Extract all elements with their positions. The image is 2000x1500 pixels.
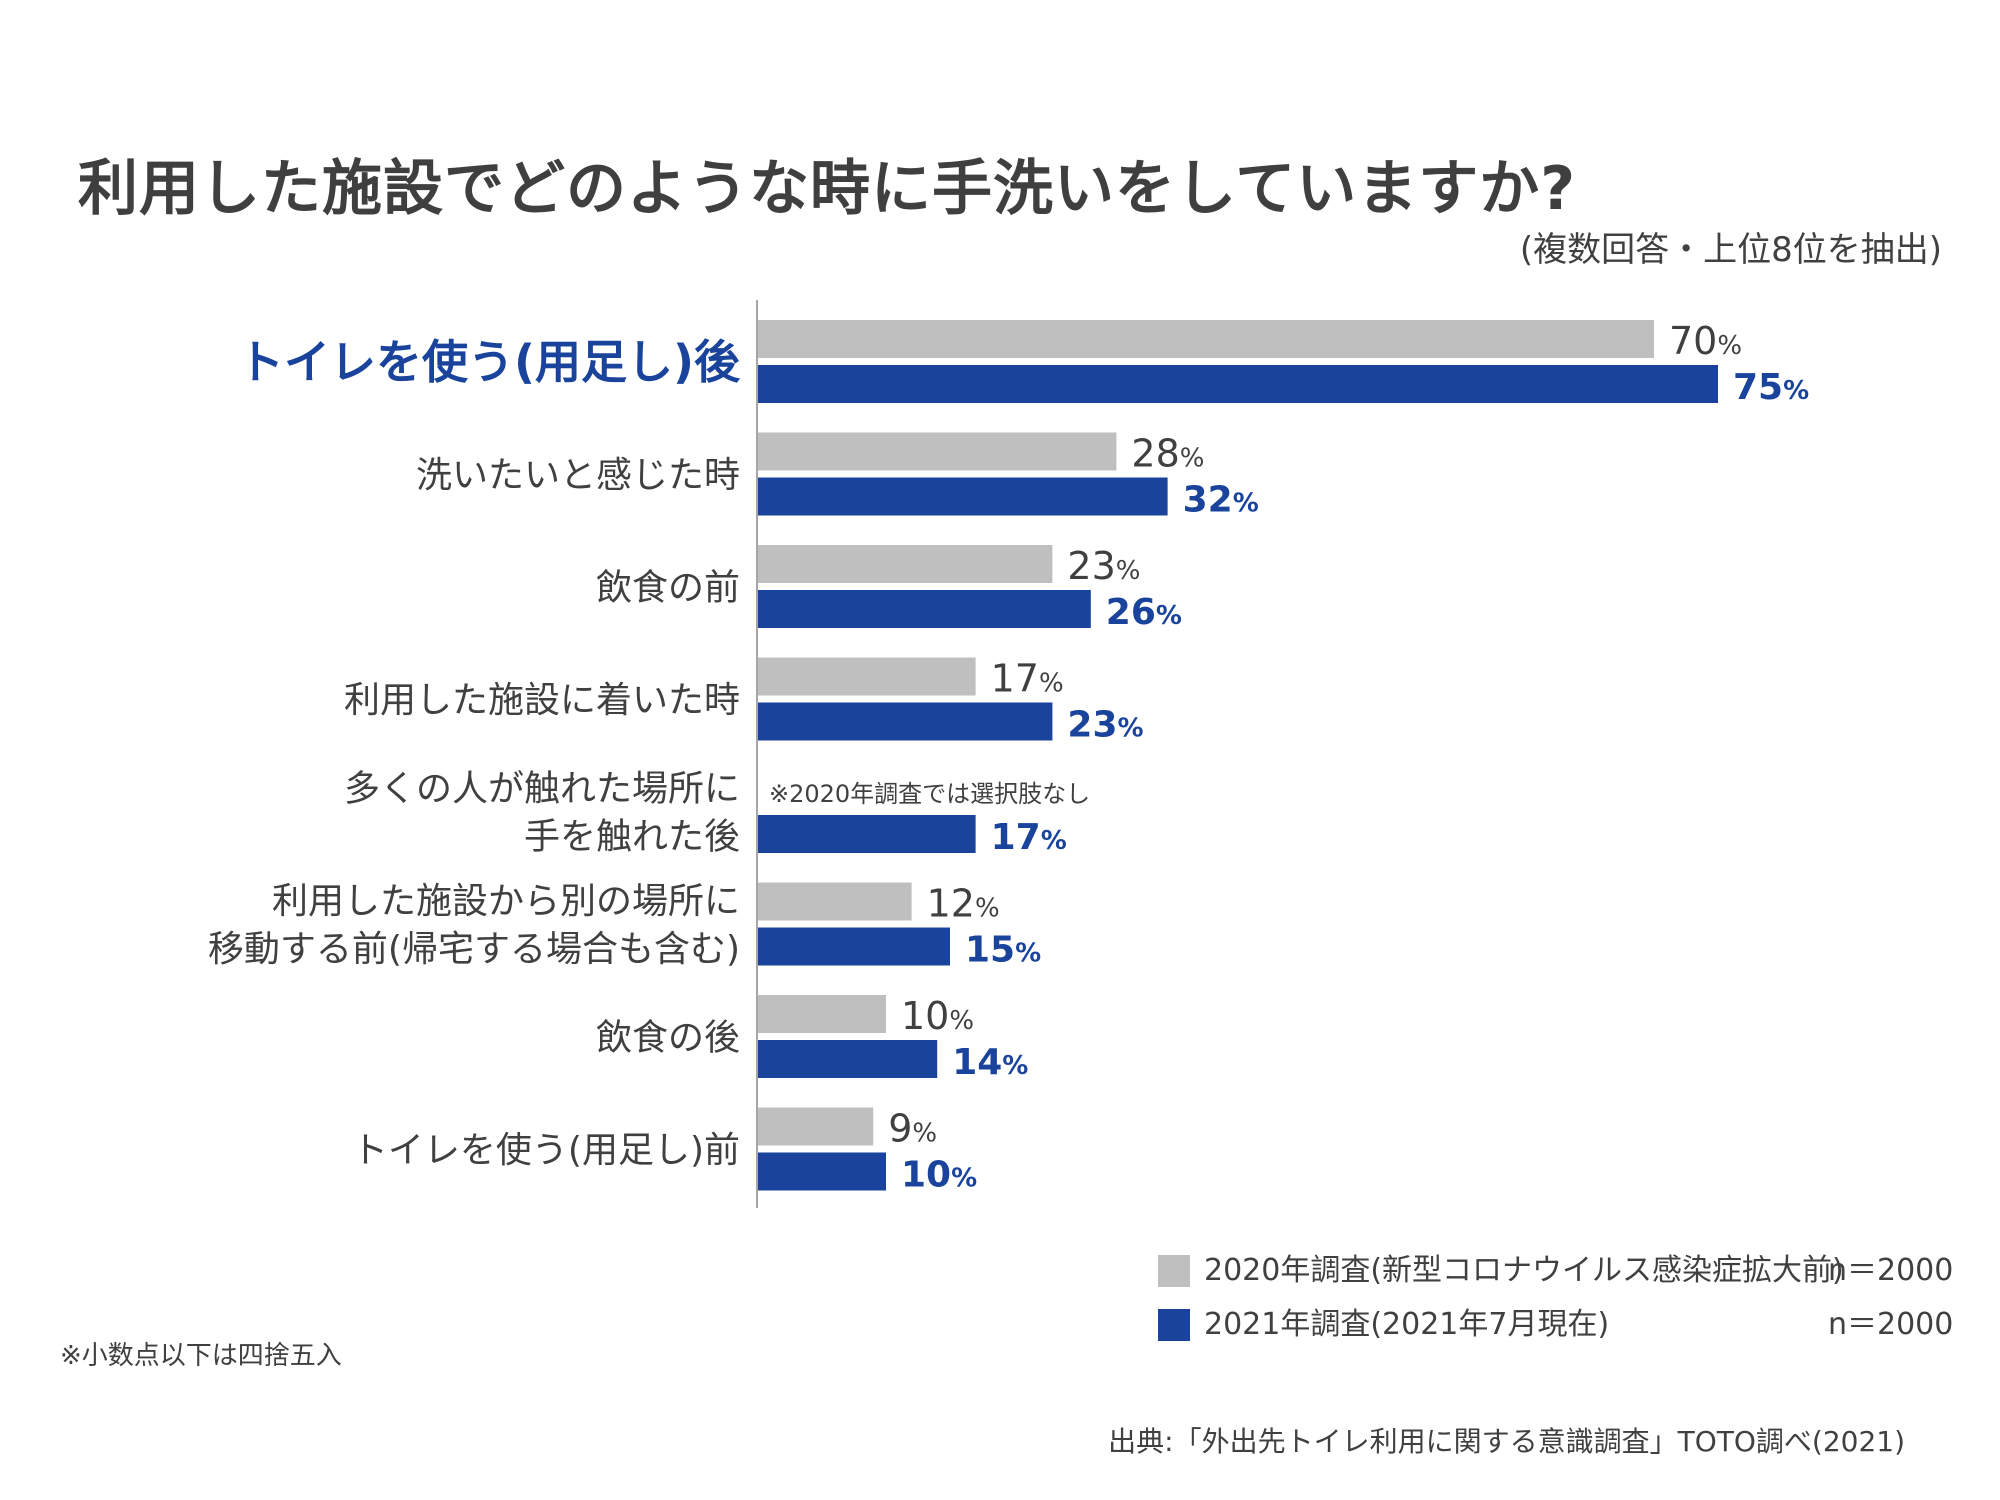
bar-2021 — [758, 815, 976, 853]
data-label-unit: % — [1039, 669, 1064, 699]
data-label-value: 23 — [1067, 705, 1117, 746]
category-label-line: 利用した施設に着いた時 — [344, 680, 740, 721]
category-label-line: 移動する前(帰宅する場合も含む) — [208, 929, 740, 970]
category-label-line: 洗いたいと感じた時 — [416, 455, 740, 496]
data-label-unit: % — [1783, 376, 1809, 406]
legend-swatch-2020 — [1158, 1255, 1190, 1287]
data-label-2020: 28% — [1131, 432, 1204, 476]
category-label-line: 飲食の前 — [596, 567, 740, 608]
data-label-unit: % — [1118, 714, 1144, 744]
data-label-2021: 26% — [1106, 592, 1182, 633]
data-label-unit: % — [1002, 1051, 1028, 1081]
category-label: 利用した施設から別の場所に移動する前(帰宅する場合も含む) — [208, 881, 740, 970]
bar-2020 — [758, 882, 912, 921]
data-label-unit: % — [1041, 826, 1067, 856]
bar-2020 — [758, 432, 1117, 471]
data-label-unit: % — [949, 1006, 974, 1036]
bar-2021 — [758, 590, 1091, 628]
data-label-value: 10 — [901, 994, 949, 1038]
category-label-line: 手を触れた後 — [524, 816, 740, 857]
data-label-2020: 70% — [1669, 319, 1742, 363]
legend-label-2021: 2021年調査(2021年7月現在) — [1204, 1307, 1610, 1342]
data-label-2020: 17% — [991, 657, 1064, 701]
category-label: 多くの人が触れた場所に手を触れた後 — [344, 768, 740, 857]
bar-2020 — [758, 657, 976, 696]
legend-label-2020: 2020年調査(新型コロナウイルス感染症拡大前) — [1204, 1253, 1844, 1288]
category-label-line: 飲食の後 — [596, 1017, 740, 1058]
bar-2020 — [758, 545, 1053, 583]
legend-n-2021: n＝2000 — [1828, 1307, 1954, 1342]
source-credit: 出典:「外出先トイレ利用に関する意識調査」TOTO調べ(2021) — [1108, 1425, 1905, 1458]
data-label-2020: 9% — [888, 1107, 937, 1151]
data-label-unit: % — [1233, 489, 1259, 519]
category-label: 飲食の前 — [596, 567, 740, 608]
category-label: 利用した施設に着いた時 — [344, 680, 740, 721]
rounding-footnote: ※小数点以下は四捨五入 — [60, 1341, 342, 1371]
data-label-unit: % — [1015, 939, 1041, 969]
data-label-2020: 12% — [927, 882, 1000, 926]
data-label-2021: 75% — [1733, 367, 1809, 408]
data-label-2021: 23% — [1067, 705, 1143, 746]
category-label: 洗いたいと感じた時 — [416, 455, 740, 496]
legend-n-2020: n＝2000 — [1828, 1253, 1954, 1288]
data-label-unit: % — [1180, 444, 1205, 474]
data-label-unit: % — [912, 1119, 937, 1149]
data-label-2020: 10% — [901, 994, 974, 1038]
data-label-value: 28 — [1131, 432, 1179, 476]
data-label-2021: 14% — [952, 1042, 1028, 1083]
data-label-2020: 23% — [1067, 544, 1140, 588]
category-label-line: トイレを使う(用足し)後 — [238, 335, 741, 389]
data-label-unit: % — [1717, 331, 1742, 361]
category-label-line: トイレを使う(用足し)前 — [352, 1130, 740, 1171]
data-label-unit: % — [1156, 601, 1182, 631]
bar-2021 — [758, 1040, 938, 1078]
bar-2021 — [758, 365, 1718, 403]
data-label-value: 14 — [952, 1042, 1002, 1083]
data-label-value: 75 — [1733, 367, 1783, 408]
bar-2021 — [758, 1152, 886, 1191]
data-label-value: 17 — [991, 817, 1041, 858]
data-label-2021: 32% — [1183, 480, 1259, 521]
data-label-value: 32 — [1183, 480, 1233, 521]
data-label-value: 12 — [927, 882, 975, 926]
bar-2020 — [758, 1107, 874, 1146]
data-label-unit: % — [1116, 556, 1141, 586]
data-label-unit: % — [975, 894, 1000, 924]
data-label-2021: 10% — [901, 1155, 977, 1196]
category-label: トイレを使う(用足し)前 — [352, 1130, 740, 1171]
bar-2021 — [758, 927, 950, 966]
data-label-2021: 17% — [991, 817, 1067, 858]
legend-swatch-2021 — [1158, 1309, 1190, 1341]
bar-2021 — [758, 702, 1053, 741]
data-label-value: 23 — [1067, 544, 1115, 588]
chart-subtitle: (複数回答・上位8位を抽出) — [1519, 230, 1942, 270]
annotation-no-option: ※2020年調査では選択肢なし — [769, 780, 1090, 808]
category-label-line: 多くの人が触れた場所に — [344, 768, 740, 809]
category-label: 飲食の後 — [596, 1017, 740, 1058]
data-label-value: 17 — [991, 657, 1039, 701]
chart-title: 利用した施設でどのような時に手洗いをしていますか? — [78, 154, 1577, 224]
data-label-value: 10 — [901, 1155, 951, 1196]
bar-2021 — [758, 477, 1168, 516]
bar-2020 — [758, 320, 1654, 358]
data-label-value: 15 — [965, 930, 1015, 971]
data-label-value: 9 — [888, 1107, 912, 1151]
category-label: トイレを使う(用足し)後 — [238, 335, 741, 389]
data-label-2021: 15% — [965, 930, 1041, 971]
category-label-line: 利用した施設から別の場所に — [272, 881, 740, 922]
bar-2020 — [758, 995, 886, 1033]
data-label-value: 70 — [1669, 319, 1717, 363]
data-label-unit: % — [951, 1164, 977, 1194]
data-label-value: 26 — [1106, 592, 1156, 633]
